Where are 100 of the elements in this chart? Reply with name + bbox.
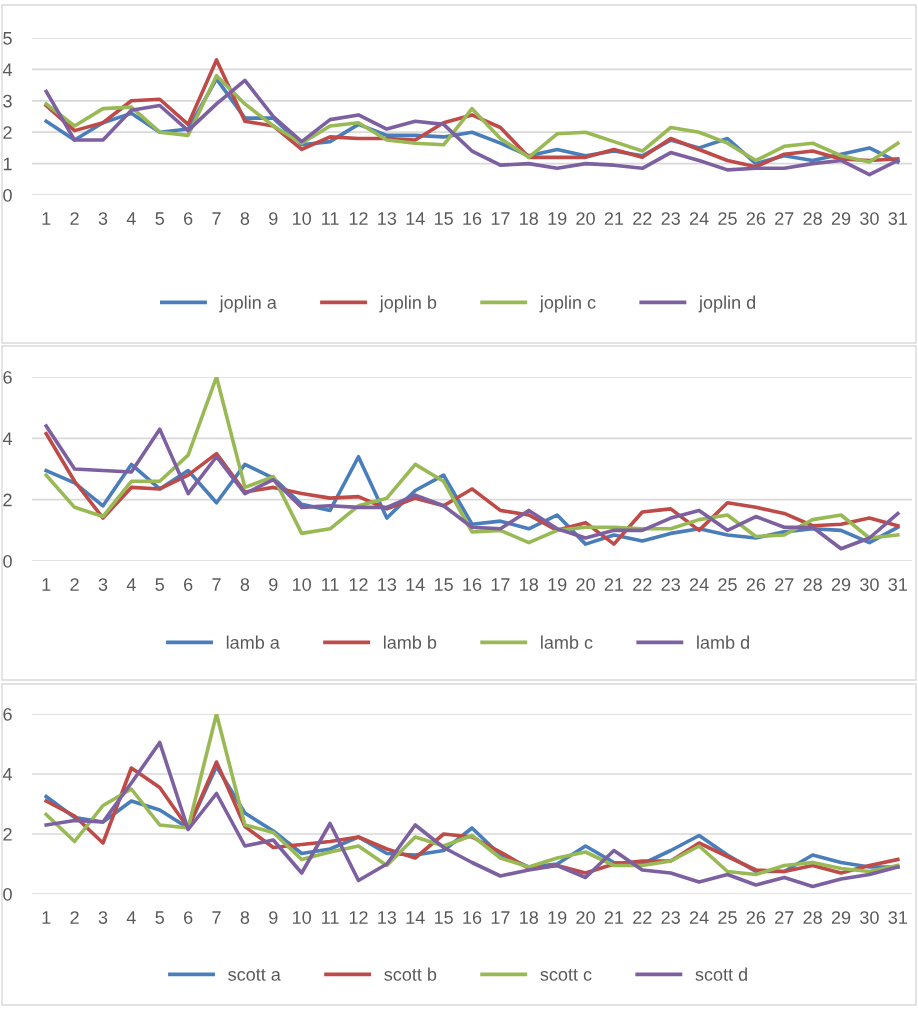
x-tick-label: 20 [576, 911, 595, 924]
x-tick-label: 15 [434, 911, 453, 924]
x-tick-label: 19 [548, 212, 567, 225]
x-tick-label: 29 [831, 578, 851, 591]
y-tick-label: 0 [3, 188, 12, 202]
x-tick-label: 22 [633, 212, 652, 225]
x-tick-label: 12 [349, 212, 368, 225]
legend-label: joplin b [379, 295, 437, 313]
x-tick-label: 31 [888, 578, 907, 591]
legend-label: lamb a [226, 635, 280, 649]
x-tick-label: 23 [661, 212, 680, 225]
x-tick-label: 17 [491, 212, 510, 225]
x-tick-label: 10 [293, 911, 312, 924]
legend-label: scott a [228, 968, 281, 981]
y-tick-label: 2 [3, 126, 12, 139]
x-tick-label: 31 [888, 212, 907, 225]
legend-label: scott d [695, 967, 747, 981]
x-tick-label: 5 [155, 911, 165, 924]
x-tick-label: 1 [42, 578, 51, 591]
x-tick-label: 28 [803, 578, 822, 591]
x-tick-label: 16 [463, 911, 482, 924]
x-tick-label: 23 [661, 911, 680, 924]
y-tick-label: 1 [3, 157, 12, 171]
x-tick-label: 24 [689, 212, 709, 225]
x-tick-label: 12 [349, 578, 368, 591]
x-tick-label: 16 [463, 212, 482, 225]
x-tick-label: 29 [831, 911, 851, 924]
y-tick-label: 2 [3, 827, 12, 841]
x-tick-label: 10 [293, 212, 312, 225]
x-tick-label: 18 [520, 911, 539, 924]
legend-label: joplin a [219, 295, 277, 313]
x-tick-label: 12 [349, 911, 368, 924]
x-tick-label: 21 [604, 578, 624, 591]
x-tick-label: 28 [803, 212, 822, 225]
x-tick-label: 23 [661, 578, 680, 591]
x-tick-label: 14 [406, 578, 425, 591]
x-tick-label: 20 [576, 212, 595, 225]
x-tick-label: 21 [604, 911, 624, 924]
x-tick-label: 3 [98, 212, 108, 225]
y-tick-label: 4 [2, 63, 13, 76]
y-tick-label: 3 [3, 94, 12, 108]
x-tick-label: 24 [689, 911, 709, 924]
x-tick-label: 26 [746, 911, 766, 924]
x-tick-label: 5 [155, 578, 165, 591]
legend-label: joplin c [539, 295, 596, 313]
x-tick-label: 27 [775, 911, 794, 924]
y-tick-label: 4 [2, 432, 13, 445]
y-tick-label: 5 [3, 32, 12, 45]
x-tick-label: 5 [155, 212, 165, 225]
x-tick-label: 14 [406, 911, 425, 924]
x-tick-label: 15 [434, 578, 453, 591]
x-tick-label: 8 [240, 578, 250, 591]
x-tick-label: 7 [212, 911, 221, 924]
x-tick-label: 1 [42, 911, 51, 924]
x-tick-label: 25 [718, 578, 737, 591]
x-tick-label: 11 [322, 578, 339, 591]
x-tick-label: 6 [184, 911, 193, 924]
x-tick-label: 6 [184, 578, 193, 591]
x-tick-label: 2 [70, 578, 79, 591]
y-tick-label: 6 [3, 370, 12, 384]
x-tick-label: 7 [212, 578, 221, 591]
x-tick-label: 28 [803, 911, 822, 924]
x-tick-label: 16 [463, 578, 482, 591]
x-tick-label: 21 [604, 212, 624, 225]
x-tick-label: 22 [633, 578, 652, 591]
line-series [44, 377, 900, 545]
legend-label: scott c [540, 968, 592, 981]
x-tick-label: 10 [293, 578, 312, 591]
x-tick-label: 13 [378, 911, 397, 924]
x-tick-label: 26 [746, 578, 766, 591]
x-tick-label: 27 [775, 578, 794, 591]
y-tick-label: 6 [3, 707, 12, 721]
line-series [44, 740, 900, 889]
y-tick-label: 0 [3, 554, 12, 568]
x-tick-label: 30 [860, 212, 879, 225]
x-tick-label: 13 [378, 212, 397, 225]
legend-label: lamb b [383, 635, 437, 649]
x-tick-label: 31 [888, 911, 907, 924]
x-tick-label: 26 [746, 212, 766, 225]
x-tick-label: 30 [860, 578, 879, 591]
x-tick-label: 18 [520, 212, 539, 225]
x-tick-label: 17 [491, 911, 510, 924]
x-tick-label: 3 [98, 911, 108, 924]
x-tick-label: 2 [70, 212, 79, 225]
x-tick-label: 11 [322, 212, 339, 225]
x-tick-label: 4 [126, 911, 136, 924]
x-tick-label: 9 [269, 911, 278, 924]
x-tick-label: 30 [860, 911, 879, 924]
x-tick-label: 1 [42, 212, 51, 225]
legend-label: lamb c [541, 635, 593, 649]
legend-label: joplin d [698, 295, 756, 313]
x-tick-label: 6 [184, 212, 193, 225]
x-tick-label: 29 [831, 212, 851, 225]
x-tick-label: 2 [70, 911, 79, 924]
x-tick-label: 8 [240, 212, 250, 225]
line-series [44, 714, 900, 877]
x-tick-label: 8 [240, 911, 250, 924]
x-tick-label: 19 [548, 911, 567, 924]
legend-label: scott b [384, 967, 437, 981]
x-tick-label: 19 [548, 578, 567, 591]
